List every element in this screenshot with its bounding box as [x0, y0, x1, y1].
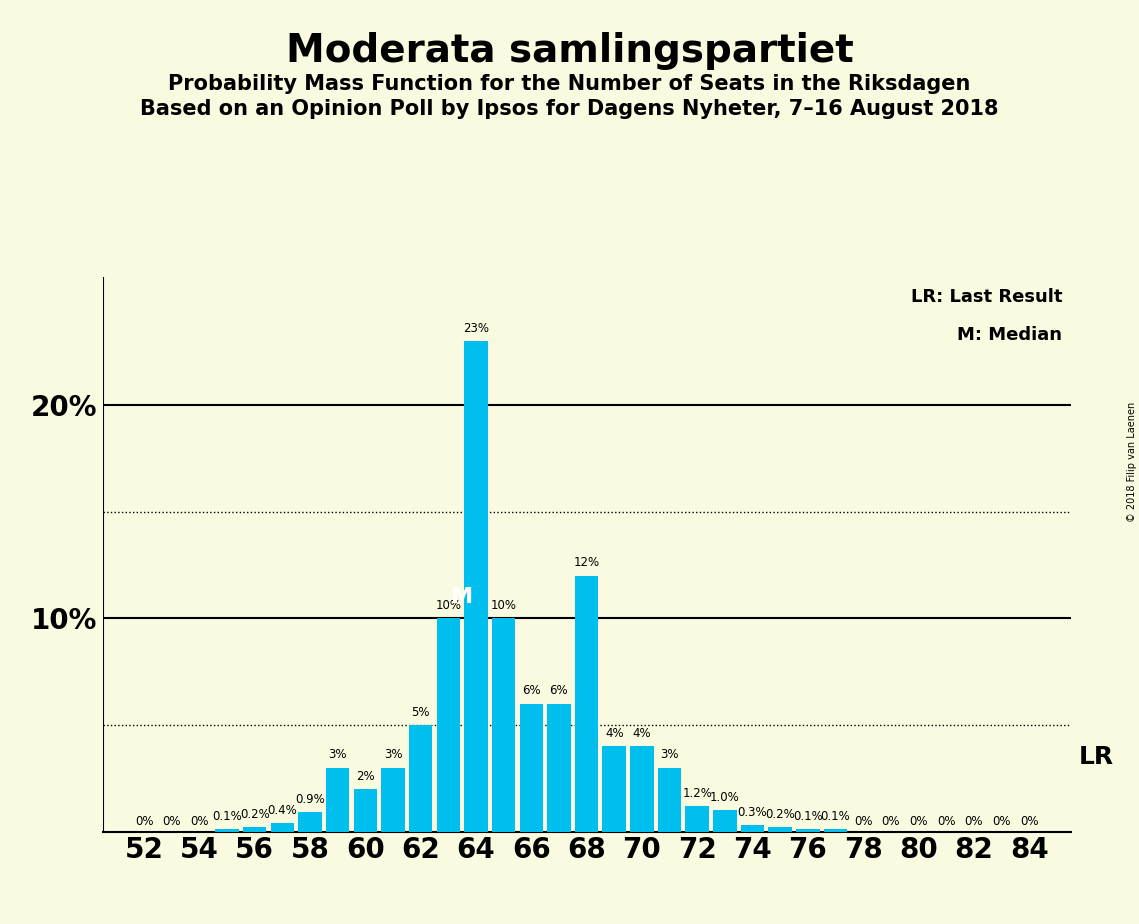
Text: 3%: 3% [328, 748, 347, 761]
Text: 0.2%: 0.2% [765, 808, 795, 821]
Text: 10%: 10% [491, 599, 517, 612]
Text: 1.0%: 1.0% [710, 791, 739, 804]
Text: 0%: 0% [1019, 815, 1039, 829]
Text: 3%: 3% [661, 748, 679, 761]
Text: 23%: 23% [462, 322, 489, 334]
Bar [215, 830, 239, 832]
Text: LR: Last Result: LR: Last Result [911, 288, 1063, 306]
Bar [658, 768, 681, 832]
Bar [436, 618, 460, 832]
Text: 2%: 2% [357, 770, 375, 783]
Bar [409, 725, 433, 832]
Text: M: Median: M: Median [958, 326, 1063, 345]
Bar [271, 823, 294, 832]
Text: 0.9%: 0.9% [295, 793, 325, 806]
Text: 10%: 10% [435, 599, 461, 612]
Text: 5%: 5% [411, 706, 429, 719]
Bar [575, 576, 598, 832]
Bar [823, 830, 847, 832]
Bar [547, 704, 571, 832]
Text: 0%: 0% [134, 815, 154, 829]
Bar [740, 825, 764, 832]
Text: 0%: 0% [992, 815, 1010, 829]
Text: 0.3%: 0.3% [738, 806, 768, 819]
Bar [713, 810, 737, 832]
Text: 6%: 6% [550, 685, 568, 698]
Text: Moderata samlingspartiet: Moderata samlingspartiet [286, 32, 853, 70]
Text: M: M [451, 587, 473, 607]
Text: 6%: 6% [522, 685, 541, 698]
Text: 3%: 3% [384, 748, 402, 761]
Text: 0%: 0% [882, 815, 900, 829]
Bar [519, 704, 543, 832]
Bar [353, 789, 377, 832]
Text: 0%: 0% [854, 815, 872, 829]
Bar [326, 768, 350, 832]
Bar [465, 341, 487, 832]
Text: 1.2%: 1.2% [682, 786, 712, 799]
Text: 0.1%: 0.1% [821, 810, 851, 823]
Bar [769, 827, 792, 832]
Bar [603, 747, 626, 832]
Text: 0%: 0% [163, 815, 181, 829]
Text: Based on an Opinion Poll by Ipsos for Dagens Nyheter, 7–16 August 2018: Based on an Opinion Poll by Ipsos for Da… [140, 99, 999, 119]
Bar [298, 812, 321, 832]
Text: 0%: 0% [909, 815, 928, 829]
Text: © 2018 Filip van Laenen: © 2018 Filip van Laenen [1126, 402, 1137, 522]
Text: 0.4%: 0.4% [268, 804, 297, 817]
Bar [796, 830, 820, 832]
Bar [243, 827, 267, 832]
Text: LR: LR [1079, 745, 1114, 769]
Bar [492, 618, 515, 832]
Text: 0%: 0% [190, 815, 208, 829]
Text: 12%: 12% [574, 556, 599, 569]
Text: 0%: 0% [937, 815, 956, 829]
Text: 0.1%: 0.1% [793, 810, 822, 823]
Text: 4%: 4% [632, 727, 652, 740]
Text: 0.2%: 0.2% [240, 808, 270, 821]
Text: 4%: 4% [605, 727, 623, 740]
Text: 0.1%: 0.1% [212, 810, 241, 823]
Bar [630, 747, 654, 832]
Bar [686, 806, 708, 832]
Bar [382, 768, 404, 832]
Text: Probability Mass Function for the Number of Seats in the Riksdagen: Probability Mass Function for the Number… [169, 74, 970, 94]
Text: 0%: 0% [965, 815, 983, 829]
